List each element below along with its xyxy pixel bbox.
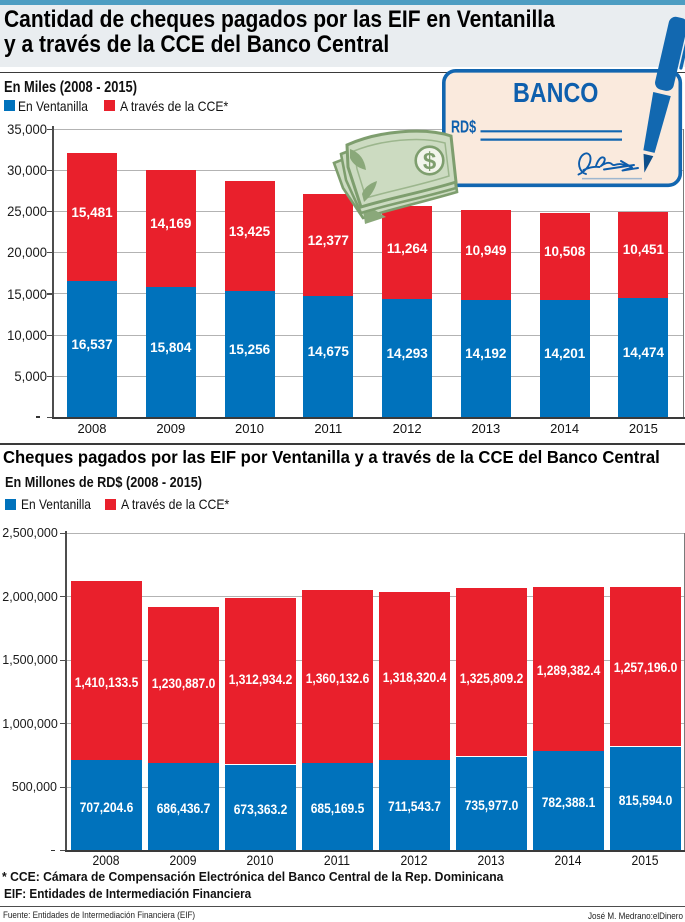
svg-text:BANCO: BANCO [513, 78, 598, 108]
svg-text:$: $ [423, 148, 437, 175]
svg-text:RD$: RD$ [451, 118, 477, 137]
